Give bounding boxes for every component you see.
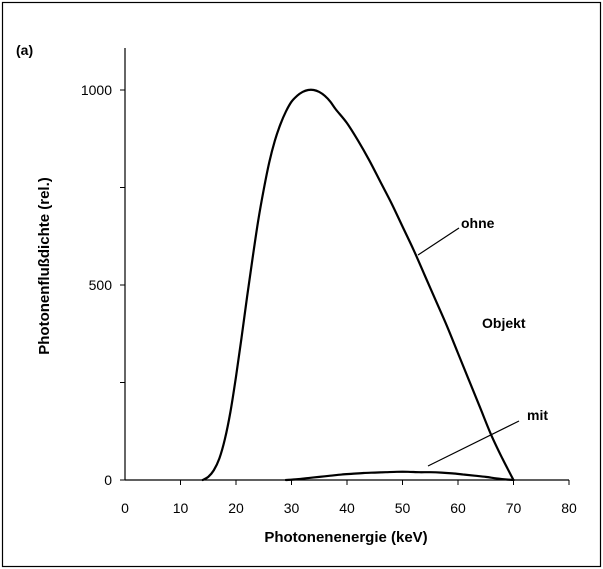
x-tick-label: 70 (506, 500, 522, 516)
x-tick-label: 0 (121, 500, 129, 516)
y-tick-label: 0 (104, 472, 112, 488)
x-tick-label: 20 (228, 500, 244, 516)
series-line-ohne (201, 88, 515, 482)
x-axis-ticks: 0 10 20 30 40 50 60 70 80 (121, 480, 577, 516)
x-tick-label: 80 (561, 500, 577, 516)
x-axis-label: Photonenenergie (keV) (264, 529, 427, 546)
x-tick-label: 40 (339, 500, 355, 516)
y-axis-ticks: 0 500 1000 (81, 82, 125, 488)
annotation-ohne: ohne (461, 215, 495, 231)
annotation-objekt: Objekt (482, 315, 526, 331)
x-tick-label: 50 (395, 500, 411, 516)
series-group (201, 88, 515, 482)
y-tick-label: 1000 (81, 82, 112, 98)
annotation-mit: mit (527, 407, 548, 423)
x-tick-label: 60 (450, 500, 466, 516)
y-tick-label: 500 (89, 277, 113, 293)
series-line-mit (284, 470, 515, 482)
y-axis-label: Photonenflußdichte (rel.) (36, 177, 53, 355)
ohne-leader-line (417, 227, 460, 256)
mit-leader-line (427, 420, 520, 467)
panel-label: (a) (16, 42, 33, 58)
x-tick-label: 10 (173, 500, 189, 516)
x-tick-label: 30 (284, 500, 300, 516)
